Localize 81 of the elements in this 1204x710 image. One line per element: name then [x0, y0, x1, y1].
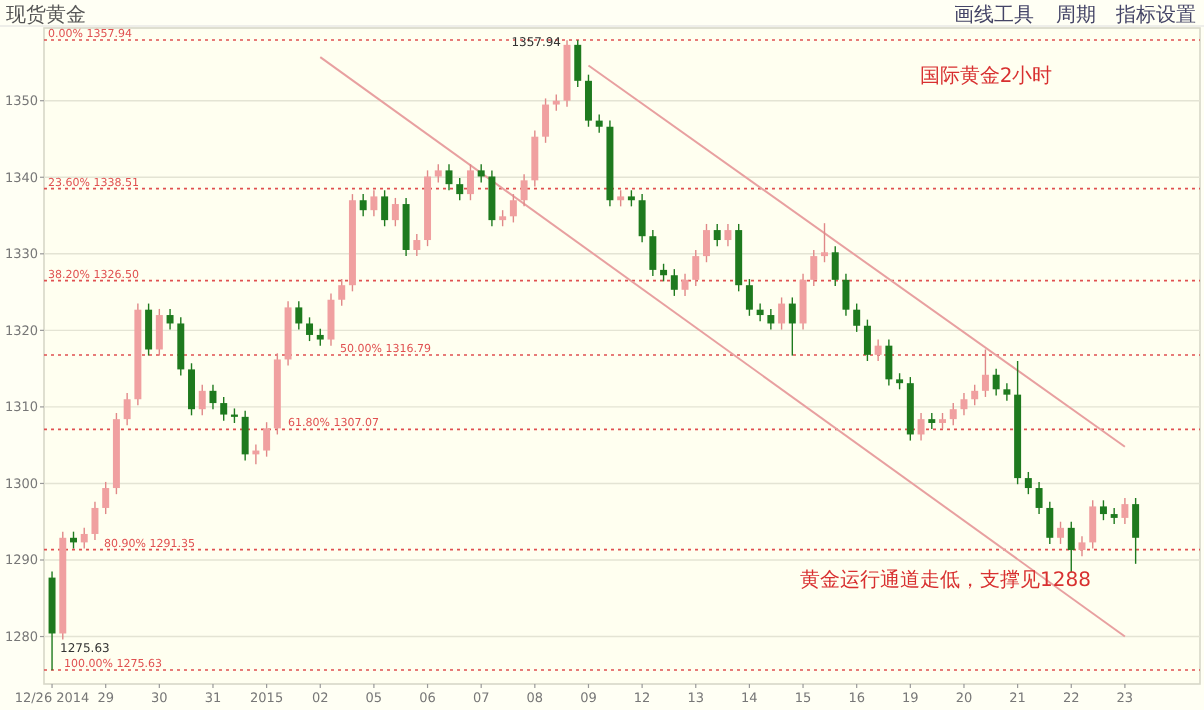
candlestick: [949, 402, 957, 426]
candlestick: [520, 173, 528, 208]
candlestick: [1089, 499, 1097, 550]
candlestick: [917, 412, 925, 442]
candlestick: [799, 273, 807, 331]
candlestick: [713, 223, 721, 247]
candlestick: [80, 527, 88, 550]
annotation: 周期: [1056, 5, 1096, 27]
candlestick: [188, 362, 195, 417]
candlestick: [1035, 481, 1043, 515]
candlestick: [166, 308, 174, 331]
candlestick: [295, 300, 303, 331]
candlestick: [767, 308, 775, 331]
candlestick: [145, 302, 153, 357]
candlestick: [595, 113, 603, 134]
candlestick: [531, 129, 539, 188]
candlestick: [778, 296, 786, 331]
candlestick: [477, 163, 485, 184]
candlestick: [724, 223, 732, 247]
candlestick: [1003, 382, 1011, 402]
candlestick: [91, 501, 99, 541]
candlestick: [584, 73, 592, 128]
candlestick: [1067, 521, 1075, 573]
candlestick: [198, 384, 206, 417]
candlestick: [756, 302, 764, 322]
candlestick: [670, 268, 678, 297]
candlestick: [638, 193, 646, 244]
candlestick: [306, 316, 314, 342]
candlestick: [960, 392, 968, 417]
annotation: 画线工具: [954, 5, 1034, 27]
title: 现货黄金: [6, 5, 86, 27]
candlestick: [241, 410, 249, 462]
candlestick: [821, 222, 828, 263]
candlestick: [810, 249, 818, 287]
candlestick: [542, 97, 550, 144]
candlestick: [338, 278, 346, 307]
annotation: 指标设置: [1116, 5, 1196, 27]
candlestick: [177, 316, 185, 377]
candlestick: [703, 223, 710, 263]
candlestick: [123, 392, 131, 426]
candlestick: [155, 308, 163, 357]
candlestick: [874, 338, 882, 362]
candlestick: [574, 39, 582, 88]
candlestick: [649, 229, 657, 277]
candlestick: [391, 197, 399, 227]
candlestick: [863, 318, 871, 362]
candlestick: [413, 233, 421, 257]
candlestick: [370, 189, 378, 217]
candlestick: [1024, 471, 1032, 495]
candlestick: [745, 278, 753, 317]
candlestick: [209, 384, 217, 410]
candlestick: [220, 396, 228, 422]
candlestick: [788, 296, 796, 357]
annotation: 黄金运行通道走低，支撑见1288: [800, 570, 1091, 592]
candlestick: [1110, 507, 1118, 525]
candlestick: [981, 348, 989, 398]
candlestick: [1078, 535, 1086, 557]
candlestick: [434, 163, 442, 184]
candlestick: [456, 177, 464, 201]
candlestick: [1099, 499, 1107, 521]
candlestick: [509, 193, 517, 224]
candlestick: [992, 367, 1000, 397]
candlestick: [102, 481, 110, 515]
candlestick: [402, 197, 410, 257]
candlestick: [1121, 497, 1129, 525]
candlestick: [359, 193, 367, 217]
candlestick: [488, 169, 496, 227]
candlestick: [681, 273, 689, 297]
candlestick: [466, 163, 474, 201]
annotation: 国际黄金2小时: [919, 66, 1053, 88]
candlestick: [1046, 501, 1054, 545]
candlestick: [885, 338, 893, 387]
candlestick: [831, 245, 839, 287]
candlestick: [1132, 497, 1140, 565]
candlestick: [381, 189, 389, 227]
candlestick: [842, 273, 850, 317]
candlestick: [971, 384, 979, 407]
candlestick: [1057, 521, 1065, 545]
candlestick: [853, 302, 861, 333]
candlestick: [263, 421, 271, 458]
candlestick: [692, 249, 700, 287]
